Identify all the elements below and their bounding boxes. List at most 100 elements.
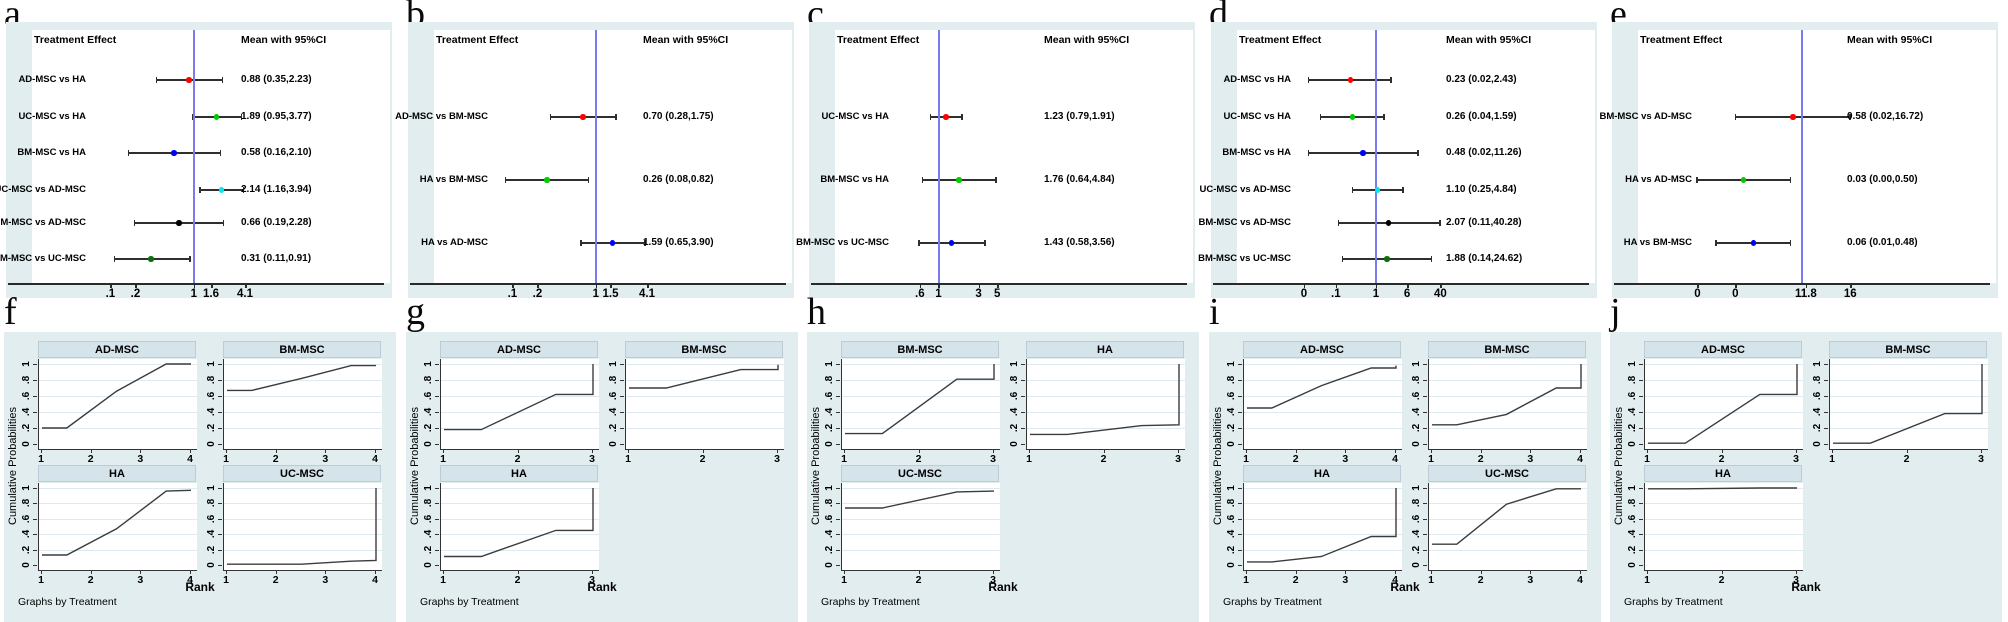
mean-dot xyxy=(580,114,586,120)
gridline xyxy=(39,428,197,429)
ci-cap-low xyxy=(929,114,932,120)
y-tick-label: 0 xyxy=(21,562,32,568)
subplot-title: UC-MSC xyxy=(1428,465,1586,482)
y-tick-mark xyxy=(1423,364,1427,365)
x-tick-label: 3 xyxy=(975,288,982,300)
cumulative-probability-curve xyxy=(444,364,594,431)
rank-subplot-ad-msc: AD-MSC 0 .2 .4 .6 .8 1 1 2 3 4 xyxy=(1226,341,1402,465)
gridline xyxy=(1830,412,1988,413)
rank-plot-region: Cumulative Probabilities AD-MSC 0 .2 .4 .6 .8 1… xyxy=(1610,332,2002,622)
y-tick-mark xyxy=(435,534,439,536)
gridline xyxy=(1244,412,1402,413)
x-tick-mark xyxy=(1850,284,1852,288)
ci-cap-high xyxy=(587,177,590,183)
x-tick-label: 0 xyxy=(1694,288,1701,300)
comparison-label: AD-MSC vs HA xyxy=(1223,74,1291,85)
gridline xyxy=(1645,364,1803,365)
forest-plot-region: Treatment Effect Mean with 95%CI AD-MSC vs… xyxy=(395,22,794,300)
ci-cap-high xyxy=(995,177,997,183)
x-tick-label: 1 xyxy=(440,574,446,586)
y-tick-mark xyxy=(33,364,37,365)
gridline xyxy=(441,364,599,365)
panel-letter-j: j xyxy=(1610,291,1621,333)
mean-dot xyxy=(1384,256,1390,262)
ci-cap-high xyxy=(961,114,963,120)
cumulative-probability-curve xyxy=(1247,488,1397,563)
ci-cap-high xyxy=(240,114,243,120)
x-tick-mark xyxy=(1981,449,1982,453)
x-tick-mark xyxy=(1796,449,1797,453)
mean-ci-text: 0.23 (0.02,2.43) xyxy=(1446,74,1517,85)
column-header-treatment-effect: Treatment Effect xyxy=(1640,34,1723,46)
curve-ad-msc xyxy=(42,363,191,429)
x-tick-label: .2 xyxy=(130,288,141,300)
y-tick-label: .4 xyxy=(824,530,835,539)
gridline xyxy=(224,534,382,536)
x-tick-label: 4.1 xyxy=(237,288,253,300)
x-tick-mark xyxy=(1647,570,1648,574)
ci-cap-high xyxy=(242,187,245,193)
x-tick-label: 3 xyxy=(990,574,996,586)
ci-cap-low xyxy=(192,114,194,120)
mean-dot xyxy=(186,77,192,83)
comparison-label: UC-MSC vs HA xyxy=(18,111,86,122)
y-tick-mark xyxy=(218,364,222,365)
y-tick-label: 0 xyxy=(608,441,619,447)
mean-dot xyxy=(956,177,962,183)
x-tick-label: 3 xyxy=(322,453,329,465)
gridline xyxy=(1645,380,1803,381)
gridline xyxy=(1429,396,1587,397)
y-tick-label: 1 xyxy=(824,361,835,367)
x-tick-mark xyxy=(1721,449,1723,453)
ci-cap-low xyxy=(1696,177,1698,183)
x-tick-label: 4 xyxy=(372,574,378,586)
cumulative-probability-curve xyxy=(1432,364,1582,426)
y-tick-mark xyxy=(1423,412,1427,413)
y-tick-label: 1 xyxy=(1226,485,1237,491)
gridline xyxy=(1244,396,1402,397)
x-tick-mark xyxy=(537,284,539,288)
gridline xyxy=(39,518,197,520)
graphs-by-note: Graphs by Treatment xyxy=(18,596,117,608)
x-tick-label: 3 xyxy=(1342,453,1349,465)
curve-ha xyxy=(444,488,594,558)
cumulative-probability-curve xyxy=(1432,488,1581,545)
y-tick-mark xyxy=(218,396,222,397)
mean-ci-text: 1.88 (0.14,24.62) xyxy=(1446,253,1523,264)
comparison-label: UC-MSC vs AD-MSC xyxy=(1199,184,1291,195)
x-tick-label: 2 xyxy=(1477,453,1484,465)
y-axis-label: Cumulative Probabilities xyxy=(7,407,19,525)
y-tick-mark xyxy=(33,444,37,445)
subplot-plot-area xyxy=(440,359,599,450)
ci-cap-high xyxy=(222,220,225,226)
x-tick-mark xyxy=(512,284,514,288)
subplot-plot-area xyxy=(1243,359,1402,450)
x-tick-label: 3 xyxy=(1978,453,1984,465)
subplot-plot-area xyxy=(1026,359,1185,450)
subplot-plot-area xyxy=(625,359,784,450)
y-tick-mark xyxy=(435,518,439,520)
y-tick-label: 0 xyxy=(1411,441,1422,447)
subplot-plot-area xyxy=(841,359,1000,450)
x-tick-label: .6 xyxy=(915,288,925,300)
x-tick-label: 1 xyxy=(592,288,600,300)
y-tick-mark xyxy=(218,428,222,429)
gridline xyxy=(441,518,599,520)
y-tick-label: .4 xyxy=(1627,407,1638,417)
x-tick-label: 3 xyxy=(1793,453,1799,465)
curve-ha xyxy=(1247,488,1397,563)
subplot-plot-area xyxy=(1829,359,1988,450)
y-tick-label: .2 xyxy=(1226,545,1237,554)
y-tick-label: 1 xyxy=(21,361,32,367)
subplot-title: HA xyxy=(38,465,196,482)
rank-plot-region: Cumulative Probabilities AD-MSC 0 .2 .4 .6 .8 1… xyxy=(406,332,798,622)
y-tick-mark xyxy=(435,444,439,445)
y-tick-label: 1 xyxy=(206,361,217,367)
ci-cap-high xyxy=(1402,187,1404,193)
y-tick-label: .2 xyxy=(1627,545,1638,554)
mean-dot xyxy=(1360,150,1366,156)
y-tick-label: .8 xyxy=(1627,375,1638,385)
x-tick-mark xyxy=(443,449,444,453)
y-tick-mark xyxy=(1639,534,1643,536)
y-tick-label: .4 xyxy=(608,407,619,417)
